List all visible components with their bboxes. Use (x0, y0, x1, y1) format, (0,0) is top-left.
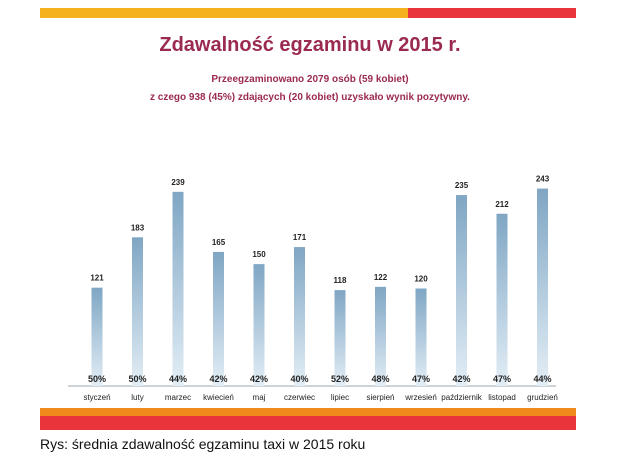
chart-subtitle-line1: Przeegzaminowano 2079 osób (59 kobiet) (211, 74, 409, 85)
pass-rate-label: 48% (371, 374, 389, 384)
bar-styczeń (91, 287, 103, 386)
x-tick-label: luty (131, 393, 143, 402)
pass-rate-label: 47% (493, 374, 511, 384)
bar-value-label: 243 (536, 175, 550, 184)
bar-value-label: 165 (212, 238, 226, 247)
pass-rate-label: 40% (290, 374, 308, 384)
bar-wrzesień (415, 288, 427, 386)
bar-październik (456, 195, 467, 386)
bar-value-label: 120 (414, 275, 428, 284)
bar-value-label: 183 (131, 223, 145, 232)
pass-rate-label: 47% (412, 374, 430, 384)
x-tick-label: marzec (165, 393, 191, 402)
bottom-band-orange (40, 408, 576, 416)
bars-group: 121 50% styczeń 183 50% luty 239 44% marzec 165 42… (83, 175, 557, 402)
figure-caption: Rys: średnia zdawalność egzaminu taxi w … (40, 436, 366, 452)
bar-kwiecień (213, 251, 224, 386)
x-tick-label: lipiec (331, 393, 349, 402)
pass-rate-label: 42% (452, 374, 470, 384)
bar-maj (253, 264, 265, 386)
top-band-yellow (40, 8, 408, 18)
bar-value-label: 235 (455, 181, 469, 190)
bar-value-label: 212 (495, 200, 509, 209)
bar-value-label: 122 (374, 273, 388, 282)
x-tick-label: maj (253, 393, 266, 402)
pass-rate-label: 44% (169, 374, 187, 384)
x-tick-label: kwiecień (203, 393, 234, 402)
bottom-band-red (40, 416, 576, 430)
x-tick-label: listopad (488, 393, 516, 402)
bar-grudzień (537, 188, 548, 386)
chart-subtitle-line2: z czego 938 (45%) zdających (20 kobiet) … (150, 92, 470, 103)
pass-rate-label: 52% (331, 374, 349, 384)
x-tick-label: styczeń (83, 393, 110, 402)
pass-rate-label: 44% (533, 374, 551, 384)
bottom-color-band (40, 408, 576, 430)
bar-listopad (496, 213, 508, 386)
x-tick-label: wrzesień (404, 393, 437, 402)
x-tick-label: grudzień (527, 393, 558, 402)
chart-title: Zdawalność egzaminu w 2015 r. (159, 34, 461, 56)
x-tick-label: październik (441, 393, 482, 402)
bar-lipiec (334, 290, 346, 386)
bar-luty (132, 237, 143, 386)
pass-rate-label: 50% (128, 374, 146, 384)
bar-czerwiec (294, 247, 305, 386)
top-band-red (408, 8, 576, 18)
pass-rate-label: 42% (250, 374, 268, 384)
bar-value-label: 239 (171, 178, 185, 187)
bar-value-label: 150 (252, 250, 266, 259)
x-tick-label: czerwiec (284, 393, 315, 402)
bar-value-label: 171 (293, 233, 307, 242)
top-color-band (40, 8, 576, 18)
x-tick-label: sierpień (366, 393, 394, 402)
bar-value-label: 118 (334, 276, 347, 285)
bar-marzec (172, 191, 184, 386)
bar-sierpień (375, 286, 386, 386)
pass-rate-label: 50% (88, 374, 106, 384)
pass-rate-label: 42% (209, 374, 227, 384)
bar-value-label: 121 (90, 274, 104, 283)
